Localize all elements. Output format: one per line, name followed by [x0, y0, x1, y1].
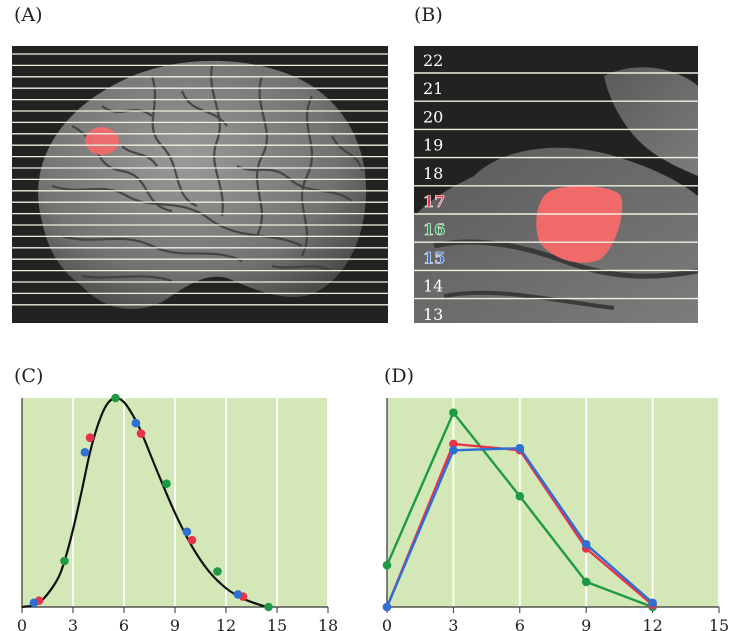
data-point-red: [136, 429, 146, 438]
data-point-blue: [80, 448, 90, 457]
panel-b-zoom-image: 22 21 20 19 18 17 16 15 14 13: [414, 46, 698, 323]
brain-gyri: [51, 65, 364, 283]
slice-number: 16: [423, 220, 445, 239]
panel-label-b: (B): [414, 4, 443, 26]
slice-number: 15: [423, 248, 445, 267]
data-point-blue: [581, 540, 591, 549]
data-point-green: [264, 602, 273, 612]
data-point-blue: [131, 418, 141, 428]
data-point-green: [581, 577, 591, 587]
tick-label: 15: [709, 616, 729, 631]
slice-numbers: 22 21 20 19 18 17 16 15 14 13: [423, 51, 446, 323]
data-point-green: [213, 567, 222, 576]
data-point-blue: [515, 443, 525, 453]
data-point-blue: [182, 527, 192, 537]
tick-label: 15: [267, 616, 287, 631]
chart-c-points: [29, 393, 273, 612]
data-point-blue: [382, 602, 392, 612]
chart-c: 0 3 6 9 12 15 18: [17, 393, 338, 631]
slice-number: 18: [423, 164, 443, 183]
cortex-surface-upper: [604, 67, 698, 176]
tick-label: 6: [515, 616, 525, 631]
tick-label: 3: [68, 616, 78, 631]
data-point-blue: [233, 590, 243, 599]
data-point-blue: [449, 445, 458, 455]
tick-label: 9: [170, 616, 180, 631]
chart-c-gridlines: [72, 398, 329, 607]
chart-d-axis: [386, 398, 720, 613]
panel-label-a: (A): [14, 4, 43, 26]
chart-d-tick-labels: 0 3 6 9 12 15: [382, 616, 729, 631]
data-point-blue: [29, 598, 39, 608]
data-point-green: [111, 393, 120, 403]
panel-label-d: (D): [384, 365, 415, 387]
slice-number: 20: [423, 107, 443, 126]
chart-c-curve: [21, 396, 269, 609]
data-point-green: [60, 556, 69, 566]
tick-label: 9: [581, 616, 591, 631]
data-point-green: [162, 479, 171, 488]
activation-region-a: [85, 127, 119, 155]
data-point-red: [187, 535, 197, 545]
brain-shape: [38, 60, 367, 309]
chart-d: 0 3 6 9 12 15: [382, 398, 729, 631]
chart-d-series: [382, 408, 657, 612]
slice-lines-a: [12, 53, 388, 306]
data-point-red: [449, 439, 458, 449]
tick-label: 0: [17, 616, 27, 631]
panel-label-c: (C): [14, 365, 44, 387]
tick-label: 12: [642, 616, 662, 631]
tick-label: 3: [448, 616, 458, 631]
chart-d-gridlines: [452, 398, 720, 607]
chart-c-tick-labels: 0 3 6 9 12 15 18: [17, 616, 338, 631]
slice-lines-b: [414, 72, 698, 300]
tick-label: 6: [119, 616, 129, 631]
activation-region-b: [536, 185, 623, 263]
data-point-green: [449, 408, 458, 417]
tick-label: 18: [318, 616, 338, 631]
slice-number: 17: [423, 192, 445, 211]
brain-zoom-view: 22 21 20 19 18 17 16 15 14 13: [414, 51, 698, 323]
data-point-red: [85, 433, 95, 443]
data-point-blue: [648, 598, 657, 608]
slice-number: 13: [423, 305, 443, 323]
panel-a-brain-image: [12, 46, 388, 323]
data-point-green: [515, 491, 525, 501]
slice-number: 21: [423, 79, 443, 98]
sulcus-line-2: [443, 290, 615, 310]
brain-lateral-view: [12, 53, 388, 309]
slice-number: 14: [423, 277, 443, 296]
slice-number: 19: [423, 136, 443, 155]
tick-label: 12: [216, 616, 236, 631]
chart-d-plot-area: [387, 398, 719, 607]
chart-c-axis: [21, 398, 329, 613]
tick-label: 0: [382, 616, 392, 631]
data-point-green: [382, 560, 392, 570]
slice-number: 22: [423, 51, 443, 70]
